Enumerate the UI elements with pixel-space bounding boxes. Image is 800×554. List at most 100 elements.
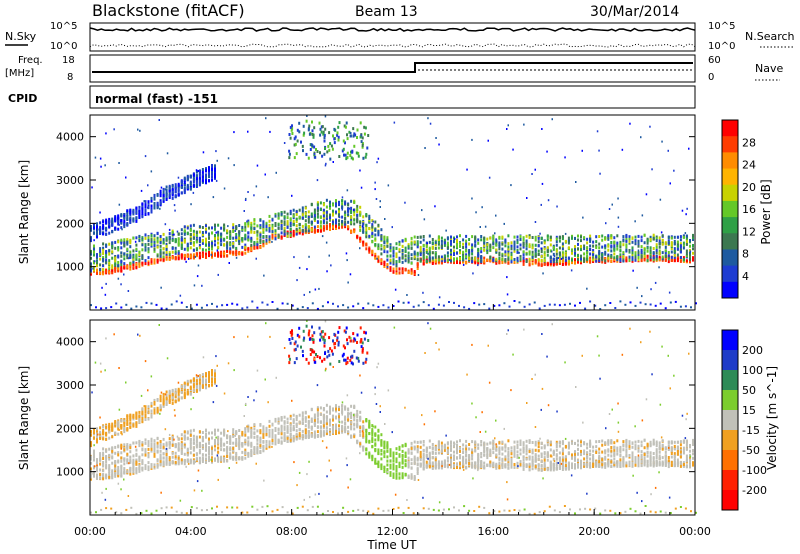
power-cell [132, 255, 135, 259]
power-cell [316, 206, 319, 210]
velocity-cell [189, 387, 192, 390]
power-cell [574, 247, 576, 251]
power-cell [190, 307, 193, 310]
power-cell [577, 247, 579, 251]
power-cell [504, 259, 507, 263]
velocity-cell [162, 402, 165, 406]
power-cell [232, 236, 235, 240]
power-cell [353, 218, 356, 222]
power-cell [504, 252, 507, 256]
power-cell [102, 256, 105, 259]
power-cell [362, 215, 365, 219]
power-cell [456, 257, 458, 261]
power-cell [105, 255, 108, 259]
velocity-cell [238, 443, 241, 447]
power-cell [347, 207, 350, 211]
velocity-cell [214, 380, 216, 384]
power-cell [123, 262, 126, 266]
power-cell [655, 243, 658, 247]
velocity-cell [138, 410, 141, 414]
power-cell [419, 258, 422, 262]
power-cell [689, 250, 692, 253]
power-cell [468, 250, 471, 254]
power-cell [308, 255, 310, 258]
power-cell [93, 261, 95, 265]
power-cell [613, 257, 616, 261]
velocity-cell [189, 392, 192, 396]
power-cell [507, 242, 510, 246]
power-cell [356, 218, 359, 222]
power-cell [147, 200, 150, 204]
velocity-cell [165, 400, 168, 403]
power-cell [214, 234, 216, 237]
power-cell [365, 225, 368, 229]
velocity-cell [174, 391, 177, 395]
power-cell [655, 248, 658, 252]
power-cell [96, 259, 98, 262]
nsky-panel [89, 22, 696, 52]
power-cell [214, 223, 216, 227]
power-cell [141, 207, 144, 211]
power-cell [189, 235, 192, 239]
power-cell [180, 186, 183, 189]
power-cell [150, 196, 153, 200]
power-cell [674, 300, 677, 303]
velocity-cell [144, 464, 147, 468]
power-cell [286, 302, 289, 305]
power-cell [201, 175, 204, 179]
power-cell [105, 307, 108, 310]
power-cell [286, 216, 289, 220]
power-cell [323, 152, 326, 156]
power-cell [386, 265, 389, 268]
velocity-cell [208, 384, 210, 388]
power-cell [111, 264, 114, 268]
power-cell [162, 232, 165, 236]
velocity-cell [168, 462, 171, 466]
power-cell [156, 203, 159, 207]
power-cell [265, 241, 268, 245]
velocity-cell [168, 399, 171, 403]
power-cell [483, 261, 486, 265]
power-cell [685, 237, 688, 241]
power-cell [658, 242, 661, 246]
power-cell [321, 125, 324, 129]
power-cell [153, 197, 156, 201]
velocity-cell [132, 413, 135, 417]
velocity-cell [177, 437, 180, 441]
power-cell [130, 307, 133, 310]
power-cell [676, 243, 679, 247]
power-cell [286, 220, 289, 224]
power-cell [419, 253, 422, 257]
power-cell [667, 254, 670, 258]
power-cell [471, 235, 474, 239]
power-cell [99, 271, 102, 275]
power-cell [311, 129, 314, 133]
power-cell [673, 239, 676, 243]
power-cell [658, 245, 661, 249]
power-cell [682, 244, 685, 248]
velocity-cell [183, 445, 186, 449]
power-cell [171, 184, 174, 188]
power-cell [376, 161, 378, 164]
power-cell [283, 220, 286, 224]
power-cell [280, 227, 283, 231]
power-cell [220, 251, 223, 255]
power-cell [126, 213, 129, 217]
velocity-cell [114, 421, 117, 425]
power-cell [541, 128, 543, 130]
power-cell [114, 259, 117, 263]
power-cell [325, 198, 328, 202]
velocity-cell [117, 474, 120, 478]
power-cell [431, 238, 434, 241]
power-cell [289, 221, 292, 225]
velocity-cell [244, 438, 247, 442]
power-cell [352, 127, 355, 131]
power-cell [286, 212, 289, 216]
power-cell [180, 232, 183, 236]
velocity-cell [102, 437, 105, 441]
power-cell [558, 235, 561, 239]
colorbar-swatch [722, 265, 738, 283]
power-cell [580, 257, 582, 261]
power-cell [586, 241, 589, 245]
velocity-cell [156, 465, 159, 469]
